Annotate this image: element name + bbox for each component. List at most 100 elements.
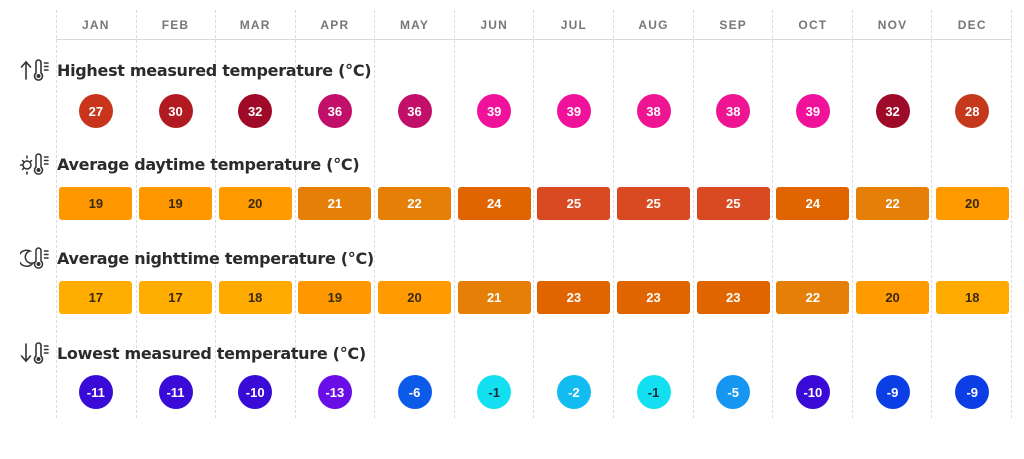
- month-cell: -10: [773, 373, 853, 411]
- temperature-badge: -11: [78, 375, 113, 409]
- month-cell: 39: [454, 92, 534, 130]
- month-cell: -1: [454, 373, 534, 411]
- section-label: Highest measured temperature (°C): [57, 60, 372, 80]
- temperature-badge: -1: [636, 375, 671, 409]
- temperature-badge: 32: [875, 94, 910, 128]
- month-cell: 24: [454, 186, 534, 221]
- temperature-box: 19: [139, 187, 212, 220]
- temperature-badge: 38: [716, 94, 751, 128]
- grid-column: [453, 10, 534, 418]
- month-cell: 21: [454, 280, 534, 315]
- grid-column: [533, 10, 613, 418]
- temperature-badge: 36: [317, 94, 352, 128]
- grid-column: [931, 10, 1012, 418]
- month-cell: 22: [773, 280, 853, 315]
- month-cell: 27: [56, 92, 136, 130]
- temperature-badge: -1: [477, 375, 512, 409]
- nighttime-row: 17 17 18 19 20 21 23 23 23 22 20 18: [56, 280, 1012, 315]
- month-cell: 18: [215, 280, 295, 315]
- temperature-badge: -10: [795, 375, 830, 409]
- sun-thermometer-icon: [20, 153, 49, 175]
- grid-column: [374, 10, 454, 418]
- month-cell: 28: [932, 92, 1012, 130]
- arrow-up-thermometer-icon: [20, 59, 49, 81]
- month-cell: 23: [534, 280, 614, 315]
- temperature-badge: -2: [556, 375, 591, 409]
- month-cell: 23: [614, 280, 694, 315]
- month-cell: 19: [136, 186, 216, 221]
- month-cell: 32: [215, 92, 295, 130]
- month-cell: 30: [136, 92, 216, 130]
- grid-column: [215, 10, 295, 418]
- temperature-badge: -9: [955, 375, 990, 409]
- temperature-box: 22: [856, 187, 930, 220]
- month-cell: 23: [693, 280, 773, 315]
- section-title-lowest: Lowest measured temperature (°C): [20, 341, 366, 365]
- temperature-badge: 36: [397, 94, 432, 128]
- temperature-box: 24: [776, 187, 850, 220]
- temperature-box: 18: [218, 281, 292, 314]
- month-cell: 36: [295, 92, 375, 130]
- month-cell: 38: [614, 92, 694, 130]
- grid-column: [56, 10, 136, 418]
- grid-column: [294, 10, 375, 418]
- grid-lines: [56, 10, 1012, 418]
- month-label: SEP: [719, 18, 748, 32]
- month-cell: 36: [375, 92, 455, 130]
- temperature-box: 25: [696, 187, 770, 220]
- month-cell: -9: [853, 373, 933, 411]
- temperature-box: 17: [139, 281, 212, 314]
- month-cell: 32: [853, 92, 933, 130]
- temperature-badge: -13: [317, 375, 352, 409]
- month-cell: 19: [56, 186, 136, 221]
- month-cell: 24: [773, 186, 853, 221]
- section-label: Average daytime temperature (°C): [57, 154, 360, 174]
- month-cell: 25: [614, 186, 694, 221]
- month-cell: -9: [932, 373, 1012, 411]
- month-cell: 20: [375, 280, 455, 315]
- month-label: MAR: [239, 18, 271, 32]
- month-cell: -13: [295, 373, 375, 411]
- section-title-nighttime: Average nighttime temperature (°C): [20, 246, 374, 270]
- month-cell: 25: [534, 186, 614, 221]
- lowest-row: -11 -11 -10 -13 -6 -1 -2 -1 -5 -10 -9 -9: [56, 373, 1012, 411]
- month-cell: 17: [136, 280, 216, 315]
- temperature-badge: -11: [158, 375, 193, 409]
- temperature-badge: 38: [636, 94, 671, 128]
- month-label: JUL: [560, 18, 587, 32]
- daytime-row: 19 19 20 21 22 24 25 25 25 24 22 20: [56, 186, 1012, 221]
- section-title-highest: Highest measured temperature (°C): [20, 58, 372, 82]
- month-cell: -11: [136, 373, 216, 411]
- month-label: APR: [320, 18, 350, 32]
- temperature-box: 20: [378, 281, 452, 314]
- month-cell: 22: [853, 186, 933, 221]
- grid-column: [692, 10, 773, 418]
- grid-column: [772, 10, 852, 418]
- month-cell: 18: [932, 280, 1012, 315]
- temperature-badge: 32: [238, 94, 273, 128]
- month-cell: 21: [295, 186, 375, 221]
- month-label: FEB: [161, 18, 190, 32]
- section-label: Average nighttime temperature (°C): [57, 248, 374, 268]
- month-cell: 20: [215, 186, 295, 221]
- month-cell: -10: [215, 373, 295, 411]
- month-cell: -2: [534, 373, 614, 411]
- temperature-badge: 30: [158, 94, 193, 128]
- temperature-badge: 39: [795, 94, 830, 128]
- temperature-box: 20: [218, 187, 292, 220]
- temperature-box: 22: [776, 281, 850, 314]
- month-cell: 39: [773, 92, 853, 130]
- temperature-badge: 39: [477, 94, 512, 128]
- month-label: JUN: [480, 18, 508, 32]
- grid-column: [851, 10, 932, 418]
- month-label: AUG: [638, 18, 669, 32]
- temperature-box: 25: [537, 187, 611, 220]
- temperature-badge: -5: [716, 375, 751, 409]
- highest-row: 27 30 32 36 36 39 39 38 38 39 32 28: [56, 92, 1012, 130]
- temperature-box: 19: [298, 281, 372, 314]
- temperature-box: 22: [378, 187, 452, 220]
- temperature-badge: 28: [955, 94, 990, 128]
- temperature-badge: -6: [397, 375, 432, 409]
- month-label: DEC: [957, 18, 987, 32]
- temperature-box: 19: [59, 187, 133, 220]
